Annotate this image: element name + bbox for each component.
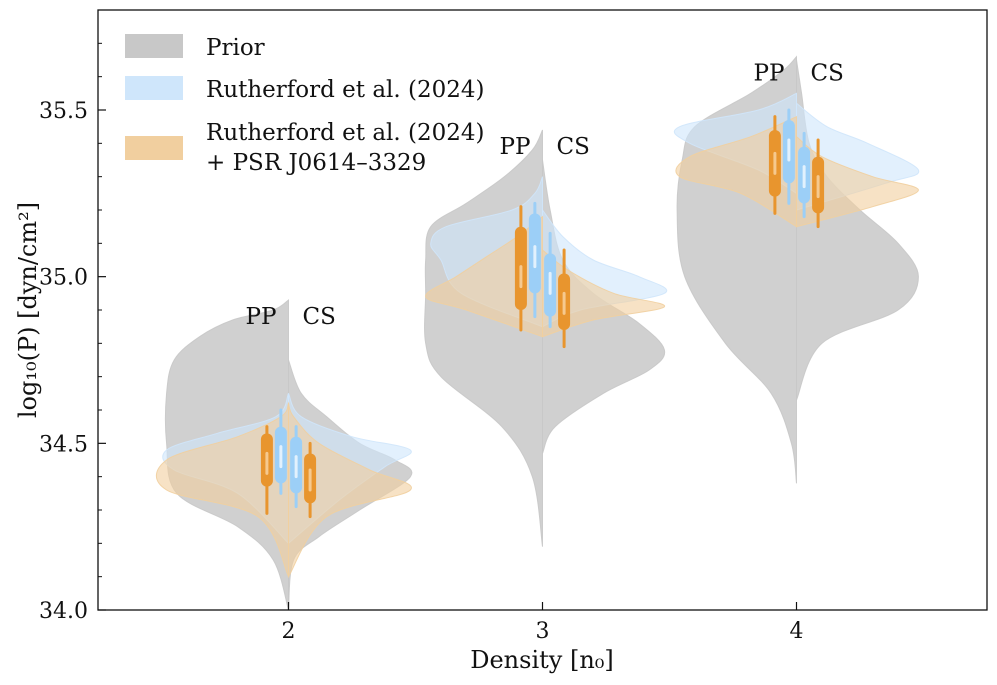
violin-psr-pp-n4 xyxy=(675,115,797,228)
cs-label-n4: CS xyxy=(811,61,844,87)
pp-label-n3: PP xyxy=(500,134,531,160)
legend-label-prior: Prior xyxy=(206,35,265,61)
legend-label-psr-line1: Rutherford et al. (2024) xyxy=(206,120,485,146)
legend: Prior Rutherford et al. (2024) Rutherfor… xyxy=(125,34,485,176)
x-tick-label-2: 2 xyxy=(282,619,296,644)
legend-swatch-psr xyxy=(125,136,183,160)
legend-label-rutherford: Rutherford et al. (2024) xyxy=(206,77,485,103)
violins-layer xyxy=(155,55,920,611)
legend-label-psr-line2: + PSR J0614–3329 xyxy=(206,150,426,176)
legend-swatch-prior xyxy=(125,34,183,58)
violin-psr-cs-n2 xyxy=(288,403,412,579)
x-tick-label-3: 3 xyxy=(536,619,550,644)
y-axis-title: log₁₀(P) [dyn/cm²] xyxy=(14,202,42,418)
y-tick-label-34.0: 34.0 xyxy=(39,599,88,624)
violin-prior-cs-n4 xyxy=(796,59,919,401)
x-tick-label-4: 4 xyxy=(790,619,804,644)
y-tick-label-34.5: 34.5 xyxy=(39,432,88,457)
y-tick-label-35.0: 35.0 xyxy=(39,266,88,291)
pp-label-n4: PP xyxy=(754,61,785,87)
cs-label-n2: CS xyxy=(303,304,336,330)
legend-swatch-rutherford xyxy=(125,76,183,100)
boxes-layer xyxy=(260,108,825,519)
violin-psr-cs-n4 xyxy=(796,135,919,228)
pp-label-n2: PP xyxy=(246,304,277,330)
pp-cs-labels: PP CS PP CS PP CS xyxy=(246,61,844,330)
cs-label-n3: CS xyxy=(557,134,590,160)
violin-prior-pp-n3 xyxy=(424,129,543,547)
y-tick-label-35.5: 35.5 xyxy=(39,99,88,124)
x-axis-title: Density [n₀] xyxy=(470,646,614,674)
violin-psr-cs-n3 xyxy=(542,248,665,338)
ticks-layer: 2 3 4 34.0 34.5 35.0 35.5 xyxy=(39,9,804,644)
